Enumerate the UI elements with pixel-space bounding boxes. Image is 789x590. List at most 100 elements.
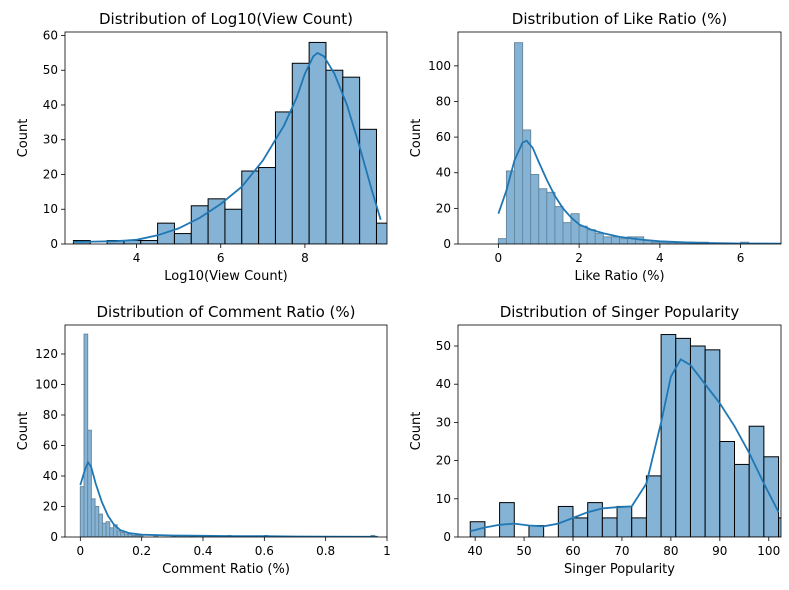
histogram-bar xyxy=(616,505,633,537)
histogram-bar xyxy=(94,505,100,537)
x-tick-label: 1 xyxy=(383,544,391,558)
x-tick-label: 2 xyxy=(575,251,583,265)
chart-title: Distribution of Log10(View Count) xyxy=(99,10,353,28)
plot-area xyxy=(72,41,387,244)
x-axis-label: Like Ratio (%) xyxy=(574,269,664,284)
y-tick-label: 80 xyxy=(436,94,451,108)
chart-title: Distribution of Like Ratio (%) xyxy=(512,10,727,28)
y-tick-label: 0 xyxy=(50,530,58,544)
chart-panel-singer-popularity: 40 50 60 70 80 90 100 0 10 20 30 40 50 Distribution o… xyxy=(409,303,782,577)
x-tick-label: 40 xyxy=(467,544,482,558)
histogram-bar xyxy=(530,174,540,244)
x-tick-label: 0.2 xyxy=(132,544,151,558)
histogram-bar xyxy=(79,486,85,537)
histogram-bar xyxy=(83,333,89,537)
y-tick-label: 80 xyxy=(43,408,58,422)
x-tick-label: 4 xyxy=(656,251,664,265)
x-tick-label: 60 xyxy=(565,544,580,558)
x-axis-label: Singer Popularity xyxy=(564,562,675,577)
y-tick-label: 0 xyxy=(443,237,451,251)
chart-title: Distribution of Comment Ratio (%) xyxy=(97,303,356,321)
histogram-bar xyxy=(572,517,589,537)
kde-line xyxy=(497,139,781,244)
x-axis-label: Comment Ratio (%) xyxy=(162,562,290,577)
histogram-bar xyxy=(675,337,691,537)
histogram-bar xyxy=(602,236,612,244)
x-tick-label: 0 xyxy=(77,544,85,558)
histogram-bar xyxy=(554,206,564,244)
y-tick-label: 60 xyxy=(43,438,58,452)
kde-line xyxy=(73,51,382,243)
chart-panel-comment-ratio: 0 0.2 0.4 0.6 0.8 1 0 20 40 60 80 100 120 Distributio… xyxy=(16,303,391,577)
histogram-bar xyxy=(587,502,603,537)
y-tick-label: 20 xyxy=(43,167,58,181)
histogram-bar xyxy=(557,505,574,537)
y-tick-label: 0 xyxy=(443,530,451,544)
histogram-bar xyxy=(224,208,243,244)
histogram-bar xyxy=(505,170,516,244)
histogram-bar xyxy=(359,128,377,244)
histogram-bar xyxy=(140,240,159,244)
x-tick-label: 4 xyxy=(133,251,141,265)
histogram-bar xyxy=(522,129,532,244)
y-tick-label: 100 xyxy=(428,59,451,73)
histogram-bar xyxy=(704,349,721,537)
y-tick-label: 40 xyxy=(43,469,58,483)
chart-title: Distribution of Singer Popularity xyxy=(500,303,740,321)
y-axis-label: Count xyxy=(16,119,31,158)
y-tick-label: 20 xyxy=(43,499,58,513)
y-tick-label: 10 xyxy=(43,202,58,216)
histogram-bar xyxy=(562,222,572,244)
histogram-bar xyxy=(734,463,750,537)
histogram-bar xyxy=(258,167,276,244)
kde-line xyxy=(469,358,780,533)
x-tick-label: 50 xyxy=(516,544,531,558)
x-tick-label: 6 xyxy=(737,251,745,265)
x-tick-label: 0 xyxy=(495,251,503,265)
histogram-bar xyxy=(610,236,620,244)
y-tick-label: 120 xyxy=(35,347,58,361)
histogram-bar xyxy=(497,238,507,244)
histogram-bar xyxy=(325,69,344,244)
y-tick-label: 40 xyxy=(436,166,451,180)
histogram-bar xyxy=(116,530,122,537)
y-tick-label: 60 xyxy=(43,28,58,42)
y-tick-label: 50 xyxy=(436,339,451,353)
histogram-bar xyxy=(631,517,647,537)
histogram-bar xyxy=(499,502,515,537)
x-tick-label: 0.4 xyxy=(193,544,212,558)
histogram-bar xyxy=(645,475,662,537)
y-tick-label: 10 xyxy=(436,492,451,506)
y-axis-label: Count xyxy=(409,119,424,158)
x-tick-label: 90 xyxy=(712,544,727,558)
x-tick-label: 0.8 xyxy=(316,544,335,558)
histogram-bar xyxy=(101,522,107,537)
histogram-bar xyxy=(586,229,596,244)
x-tick-label: 8 xyxy=(301,251,309,265)
y-tick-label: 30 xyxy=(436,415,451,429)
y-tick-label: 0 xyxy=(50,237,58,251)
x-tick-label: 70 xyxy=(614,544,629,558)
histogram-bar xyxy=(123,533,129,537)
y-tick-label: 30 xyxy=(43,133,58,147)
y-tick-label: 40 xyxy=(43,98,58,112)
histogram-bar xyxy=(98,513,103,537)
histogram-bar xyxy=(748,425,765,537)
y-axis-label: Count xyxy=(16,412,31,451)
histogram-bar xyxy=(660,334,677,537)
axes-frame xyxy=(457,324,782,538)
plot-area xyxy=(469,334,781,537)
histogram-bar xyxy=(601,517,618,537)
y-tick-label: 100 xyxy=(35,377,58,391)
histogram-bar xyxy=(619,238,629,244)
plot-area xyxy=(79,333,378,537)
y-tick-label: 40 xyxy=(436,377,451,391)
histogram-bar xyxy=(105,521,111,537)
x-tick-label: 80 xyxy=(663,544,678,558)
histogram-bar xyxy=(778,517,781,537)
axes-frame xyxy=(457,31,782,245)
chart-panel-view-count: 4 6 8 0 10 20 30 40 50 60 Distribution of Log10(Vi… xyxy=(16,10,388,284)
histogram-bar xyxy=(594,232,604,244)
histogram-bar xyxy=(291,62,310,244)
